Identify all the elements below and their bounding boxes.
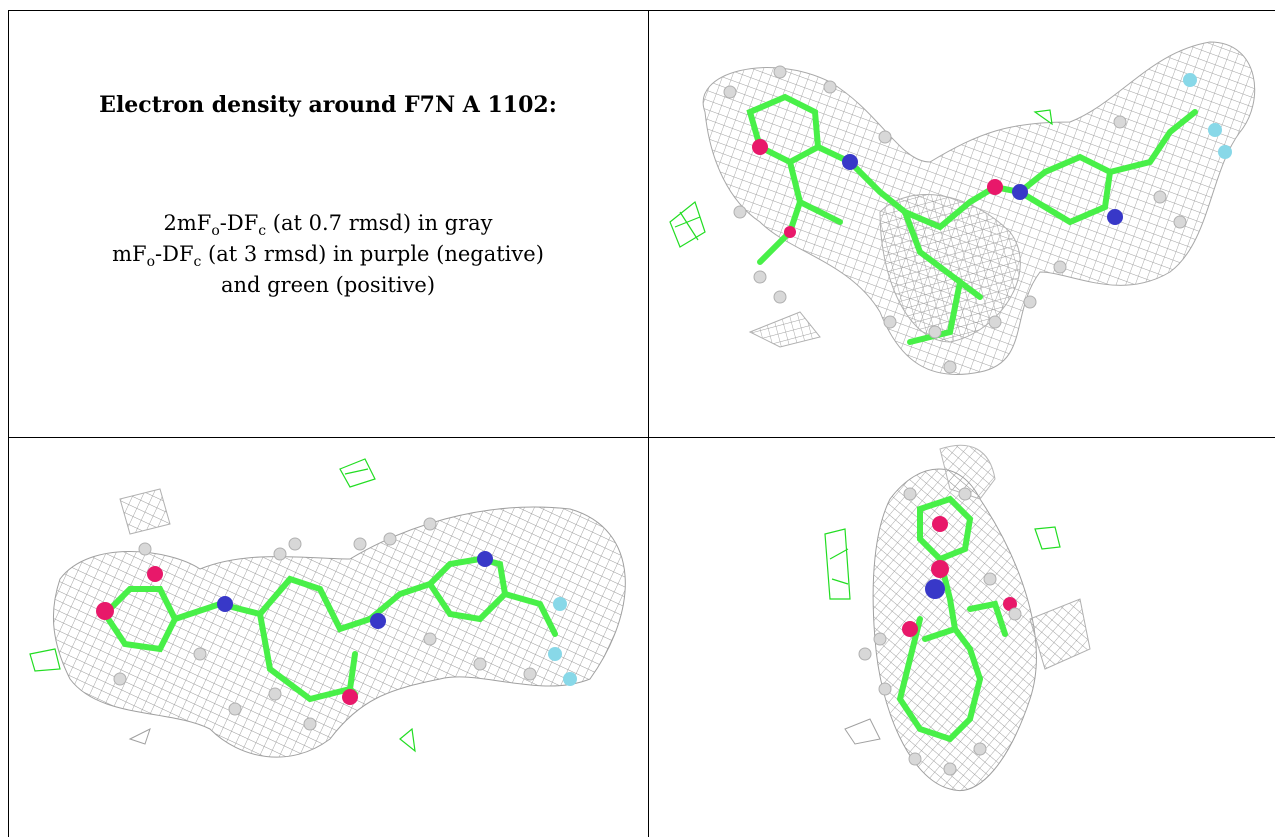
caption-line-2: mFo-DFc (at 3 rmsd) in purple (negative) xyxy=(112,242,544,271)
density-mesh-gray xyxy=(702,41,1256,375)
table-divider-horizontal xyxy=(8,437,1275,438)
view-bottom-left xyxy=(29,458,626,758)
caption-cell: Electron density around F7N A 1102: 2mFo… xyxy=(8,10,648,437)
ligand-atoms xyxy=(96,517,577,731)
view-bottom-right xyxy=(824,444,1091,791)
caption-title: Electron density around F7N A 1102: xyxy=(99,92,557,118)
view-top-right xyxy=(669,41,1256,375)
caption-line-1: 2mFo-DFc (at 0.7 rmsd) in gray xyxy=(163,211,493,240)
caption-line-3: and green (positive) xyxy=(220,273,436,297)
ligand-atoms xyxy=(723,65,1232,374)
table-border-left xyxy=(8,10,9,837)
density-mesh-green xyxy=(669,109,1053,248)
table-divider-vertical xyxy=(648,10,649,837)
table-border-top xyxy=(8,10,1275,11)
ligand-bonds xyxy=(896,495,1008,743)
density-mesh-green xyxy=(29,458,416,753)
density-mesh-green xyxy=(824,526,1061,600)
ligand-atoms xyxy=(858,487,1022,776)
